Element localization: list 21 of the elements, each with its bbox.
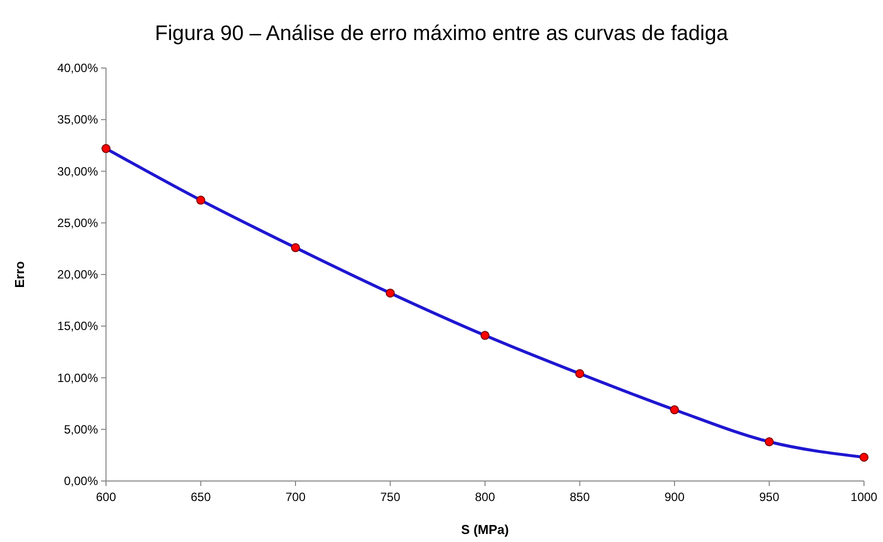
y-tick-label: 0,00% — [64, 474, 98, 488]
x-tick-label: 850 — [570, 490, 590, 504]
y-tick-label: 40,00% — [57, 61, 98, 75]
y-tick-label: 35,00% — [57, 112, 98, 127]
x-axis-title: S (MPa) — [461, 522, 509, 537]
y-tick-label: 20,00% — [57, 268, 98, 282]
y-tick-label: 5,00% — [64, 422, 98, 436]
x-tick-label: 600 — [96, 490, 116, 504]
y-tick-label: 25,00% — [57, 216, 98, 230]
y-tick-label: 30,00% — [57, 164, 98, 178]
x-tick-label: 750 — [380, 490, 401, 504]
x-tick-label: 950 — [759, 490, 780, 504]
chart-title: Figura 90 – Análise de erro máximo entre as curvas de fadiga — [154, 22, 728, 45]
x-tick-label: 900 — [664, 490, 685, 504]
x-tick-label: 800 — [474, 490, 496, 504]
x-tick-label: 700 — [285, 490, 306, 504]
x-tick-label: 650 — [190, 490, 212, 504]
y-tick-label: 10,00% — [57, 370, 98, 385]
x-tick-label: 1000 — [850, 490, 878, 504]
y-axis-title: Erro — [12, 261, 27, 288]
y-tick-label: 15,00% — [57, 319, 98, 334]
